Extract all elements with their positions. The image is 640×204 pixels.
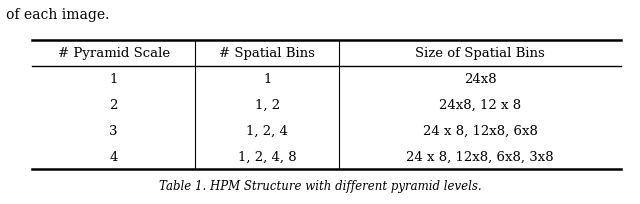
Text: 24 x 8, 12x8, 6x8: 24 x 8, 12x8, 6x8 — [422, 124, 538, 137]
Text: # Pyramid Scale: # Pyramid Scale — [58, 47, 170, 60]
Text: 24x8: 24x8 — [464, 73, 496, 86]
Text: 24 x 8, 12x8, 6x8, 3x8: 24 x 8, 12x8, 6x8, 3x8 — [406, 150, 554, 163]
Text: 1: 1 — [263, 73, 271, 86]
Text: 1, 2: 1, 2 — [255, 99, 280, 112]
Text: 2: 2 — [109, 99, 118, 112]
Text: 24x8, 12 x 8: 24x8, 12 x 8 — [439, 99, 521, 112]
Text: 4: 4 — [109, 150, 118, 163]
Text: 3: 3 — [109, 124, 118, 137]
Text: Size of Spatial Bins: Size of Spatial Bins — [415, 47, 545, 60]
Text: of each image.: of each image. — [6, 8, 110, 22]
Text: 1, 2, 4: 1, 2, 4 — [246, 124, 288, 137]
Text: 1: 1 — [109, 73, 118, 86]
Text: # Spatial Bins: # Spatial Bins — [220, 47, 315, 60]
Text: 1, 2, 4, 8: 1, 2, 4, 8 — [238, 150, 296, 163]
Text: Table 1. HPM Structure with different pyramid levels.: Table 1. HPM Structure with different py… — [159, 179, 481, 192]
